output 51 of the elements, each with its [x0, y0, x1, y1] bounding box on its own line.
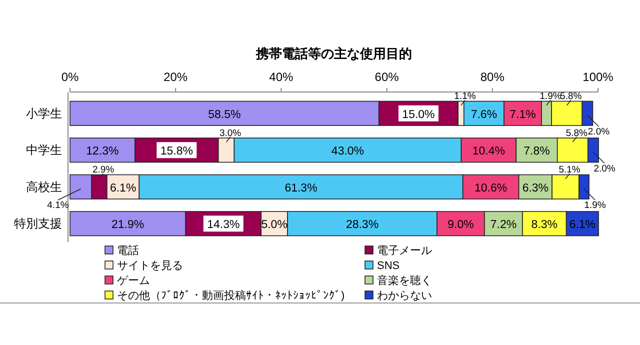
data-label: 7.6% [470, 108, 498, 121]
data-label: 12.3% [86, 146, 119, 158]
data-label: 1.9% [540, 91, 562, 102]
data-label: 61.3% [284, 182, 318, 194]
data-label: 10.4% [472, 146, 506, 158]
data-label: 6.1% [569, 219, 596, 232]
x-tick-label: 100% [582, 70, 614, 84]
data-label: 5.0% [261, 219, 288, 232]
data-label: 7.1% [510, 108, 536, 121]
x-tick-label: 0% [61, 70, 79, 84]
data-label: 14.3% [207, 219, 240, 232]
legend-label: わからない [377, 290, 432, 302]
legend-label: ゲーム [117, 275, 150, 287]
data-label: 7.8% [524, 146, 550, 158]
data-label: 3.0% [219, 128, 242, 139]
data-label: 6.1% [110, 182, 136, 194]
data-label: 6.3% [522, 182, 549, 194]
data-label: 58.5% [208, 108, 241, 121]
data-label: 43.0% [331, 146, 364, 158]
y-tick-label: 小学生 [26, 106, 62, 120]
data-label: 7.2% [490, 219, 517, 232]
y-tick-label: 高校生 [26, 180, 62, 194]
y-tick-label: 中学生 [26, 143, 62, 158]
data-label: 15.8% [160, 146, 193, 158]
data-label: 2.0% [594, 163, 616, 174]
legend-label: 電話 [117, 244, 139, 257]
x-tick-label: 80% [480, 70, 505, 84]
data-label: 9.0% [448, 219, 474, 232]
legend-label: その他（ﾌﾞﾛｸﾞ・動画投稿ｻｲﾄ・ﾈｯﾄｼｮｯﾋﾟﾝｸﾞ) [117, 289, 345, 302]
y-tick-label: 特別支援 [14, 216, 62, 231]
x-tick-label: 60% [374, 70, 400, 84]
legend-label: 音楽を聴く [377, 274, 432, 287]
x-tick-label: 20% [164, 70, 188, 84]
data-label: 8.3% [531, 219, 558, 232]
legend-label: 電子メール [377, 245, 432, 257]
data-label: 5.8% [560, 91, 582, 102]
chart-title: 携帯電話等の主な使用目的 [255, 46, 412, 61]
data-label: 10.6% [474, 182, 508, 194]
data-label: 5.8% [566, 128, 588, 139]
data-label: 1.1% [454, 91, 476, 102]
data-label: 4.1% [47, 200, 70, 212]
data-label: 15.0% [402, 108, 435, 121]
data-label: 5.1% [558, 164, 581, 176]
data-label: 28.3% [346, 219, 379, 232]
data-label: 2.0% [588, 126, 610, 138]
data-label: 1.9% [584, 200, 606, 212]
data-label: 21.9% [112, 219, 144, 232]
legend-label: サイトを見る [117, 260, 183, 272]
legend-label: SNS [377, 260, 400, 272]
x-tick-label: 40% [269, 70, 294, 84]
data-label: 2.9% [92, 164, 115, 176]
